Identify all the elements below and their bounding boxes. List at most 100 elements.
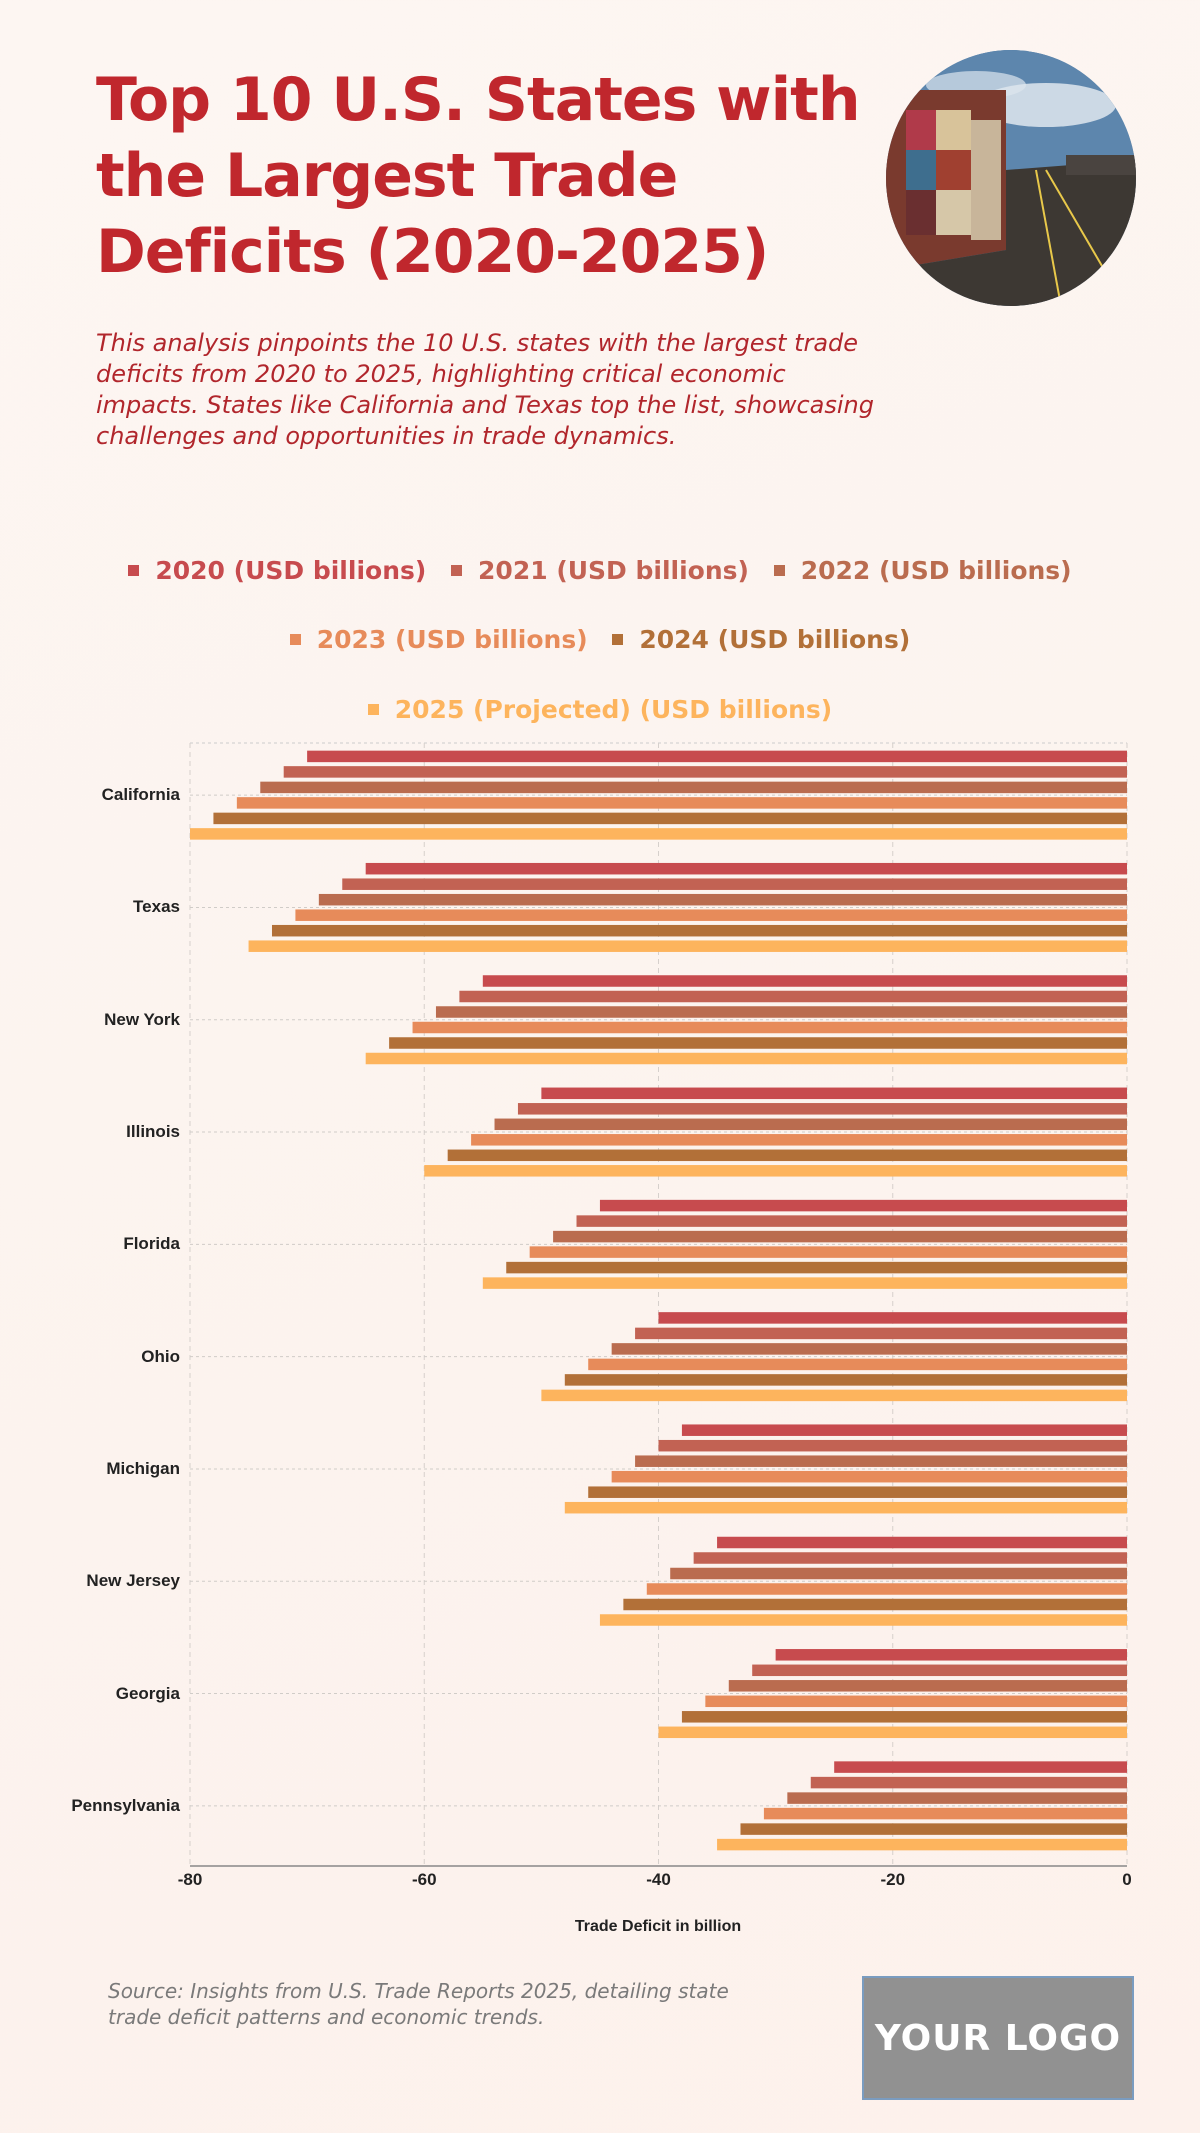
bar (740, 1823, 1127, 1835)
y-tick-label: New Jersey (86, 1571, 180, 1591)
y-tick-label: Texas (133, 897, 180, 917)
bar (541, 1389, 1127, 1402)
bar (834, 1761, 1127, 1773)
bar (717, 1536, 1127, 1549)
legend-item-2020: 2020 (USD billions) (128, 556, 426, 585)
legend-label-2023: 2023 (USD billions) (316, 625, 588, 654)
bar (248, 940, 1127, 952)
photo-illustration (886, 50, 1136, 306)
legend-row-2: 2023 (USD billions) 2024 (USD billions) (0, 622, 1200, 654)
bar (213, 812, 1128, 825)
shipping-containers-photo (886, 50, 1136, 306)
y-tick-label: Michigan (106, 1458, 180, 1478)
bar (728, 1680, 1127, 1692)
x-axis-title: Trade Deficit in billion (574, 1918, 742, 1935)
bar (599, 1199, 1127, 1212)
bar (611, 1470, 1127, 1483)
x-tick-label: 0 (1122, 1870, 1132, 1889)
legend-swatch-2025 (367, 704, 379, 715)
x-tick-label: -40 (646, 1870, 671, 1889)
bar (658, 1439, 1127, 1452)
bar (588, 1358, 1127, 1371)
page-subtitle: This analysis pinpoints the 10 U.S. stat… (96, 329, 874, 450)
bar (494, 1118, 1127, 1131)
y-tick-label: Georgia (115, 1683, 180, 1703)
bar (681, 1711, 1127, 1723)
bar (529, 1246, 1127, 1258)
bar (435, 1006, 1127, 1018)
bar (599, 1614, 1127, 1626)
bar (271, 924, 1127, 937)
legend-swatch-2023 (289, 634, 301, 645)
y-tick-label: California (101, 785, 180, 805)
legend-swatch-2021 (451, 565, 463, 576)
bar (564, 1374, 1127, 1386)
bar (389, 1037, 1127, 1049)
bar (775, 1649, 1127, 1661)
bar (365, 1052, 1127, 1065)
bar (236, 797, 1128, 809)
bar (307, 750, 1127, 763)
bar (260, 781, 1127, 794)
legend-row-3: 2025 (Projected) (USD billions) (0, 692, 1200, 724)
bar (670, 1567, 1127, 1580)
bar (459, 990, 1127, 1003)
legend-item-2023: 2023 (USD billions) (289, 625, 588, 654)
source-note: Source: Insights from U.S. Trade Reports… (108, 1979, 729, 2029)
bar (693, 1552, 1127, 1564)
y-tick-label: Pennsylvania (71, 1795, 180, 1815)
bar (564, 1501, 1127, 1514)
bar (365, 862, 1127, 875)
bar (787, 1792, 1127, 1804)
legend-label-2024: 2024 (USD billions) (639, 625, 911, 654)
y-tick-label: Florida (123, 1234, 180, 1254)
bar (471, 1134, 1128, 1146)
legend-item-2021: 2021 (USD billions) (451, 556, 749, 585)
bar (611, 1343, 1127, 1355)
bar (623, 1598, 1127, 1611)
bar (717, 1838, 1127, 1851)
legend-swatch-2024 (612, 634, 624, 645)
logo-placeholder: YOUR LOGO (862, 1976, 1134, 2100)
bar (635, 1455, 1127, 1467)
legend-label-2022: 2022 (USD billions) (800, 556, 1072, 585)
bar (283, 766, 1127, 778)
bar (646, 1583, 1127, 1595)
bar (576, 1215, 1127, 1227)
bar (553, 1230, 1127, 1243)
bar (295, 909, 1128, 921)
y-tick-label: Illinois (126, 1122, 180, 1142)
bar (447, 1149, 1127, 1162)
bar (658, 1312, 1127, 1324)
x-tick-label: -60 (411, 1870, 437, 1889)
bar (482, 975, 1127, 987)
x-tick-label: -20 (880, 1870, 906, 1889)
bar (658, 1726, 1127, 1739)
bar (412, 1021, 1128, 1034)
bar (588, 1486, 1127, 1498)
legend-swatch-2020 (128, 565, 140, 576)
x-tick-label: -80 (177, 1870, 203, 1889)
bar (752, 1664, 1127, 1677)
legend-swatch-2022 (773, 565, 785, 576)
legend-label-2025: 2025 (Projected) (USD billions) (394, 695, 833, 724)
bar (342, 878, 1127, 890)
y-tick-label: New York (104, 1009, 180, 1029)
bar (705, 1695, 1127, 1708)
legend-row-1: 2020 (USD billions) 2021 (USD billions) … (0, 553, 1200, 585)
legend-label-2020: 2020 (USD billions) (155, 556, 427, 585)
page-title: Top 10 U.S. States with the Largest Trad… (96, 65, 861, 287)
bar (541, 1087, 1127, 1100)
bar (318, 893, 1127, 906)
legend-item-2022: 2022 (USD billions) (773, 556, 1072, 585)
bar (482, 1277, 1127, 1289)
bar (635, 1327, 1127, 1340)
bar (517, 1103, 1127, 1115)
bar (190, 828, 1127, 840)
bar (763, 1807, 1127, 1820)
legend-item-2025: 2025 (Projected) (USD billions) (367, 695, 833, 724)
y-tick-label: Ohio (141, 1346, 180, 1366)
bar (681, 1424, 1127, 1436)
bar (506, 1261, 1127, 1274)
